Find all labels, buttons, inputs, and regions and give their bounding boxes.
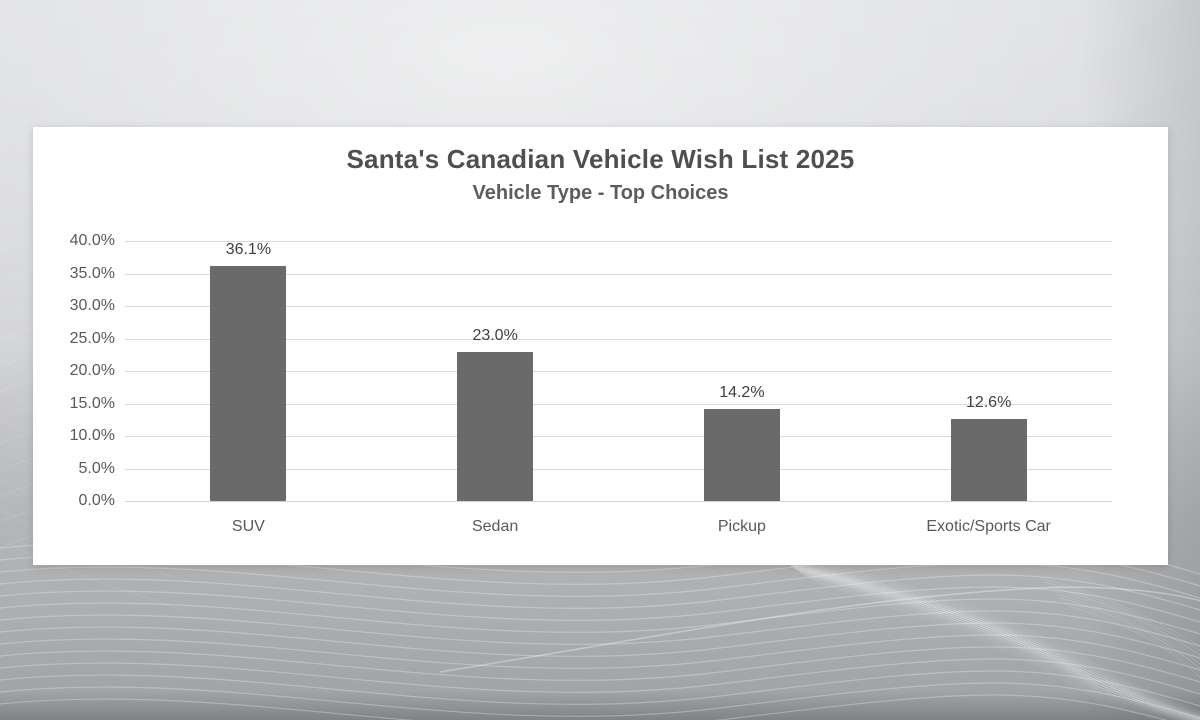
wave-line — [772, 553, 1200, 713]
wave-line — [0, 622, 1200, 659]
gridline — [125, 468, 1112, 470]
wave-line — [0, 694, 1168, 720]
bar-value-label: 12.6% — [965, 394, 1012, 412]
wave-line — [1051, 589, 1200, 661]
y-tick-label: 0.0% — [78, 492, 115, 509]
gridline — [125, 338, 1112, 340]
wave-line — [1067, 605, 1200, 678]
wave-line — [793, 567, 1199, 720]
gridline — [125, 403, 1112, 405]
gridline — [125, 273, 1112, 275]
wave-line — [781, 559, 1200, 717]
gridline — [125, 241, 1112, 242]
wave-line — [1055, 593, 1200, 665]
wave-line — [814, 581, 1161, 720]
chart-subtitle: Vehicle Type - Top Choices — [472, 182, 729, 204]
wave-line — [0, 670, 1200, 707]
wave-line — [1059, 597, 1200, 670]
chart-title: Santa's Canadian Vehicle Wish List 2025 — [346, 144, 855, 174]
wave-line — [802, 573, 1183, 720]
wave-line — [787, 563, 1200, 720]
wave-line — [811, 579, 1167, 720]
wave-line — [1063, 601, 1200, 674]
wave-line — [0, 574, 1200, 611]
wave-line — [0, 598, 1200, 635]
wave-line — [796, 569, 1194, 720]
y-tick-label: 25.0% — [69, 329, 115, 347]
x-axis-line — [125, 501, 1112, 502]
wave-line — [439, 586, 1200, 673]
x-axis-label: Exotic/Sports Car — [926, 518, 1051, 535]
wave-line — [0, 646, 1200, 683]
x-axis-label: Sedan — [471, 518, 519, 535]
bar-sedan — [457, 351, 534, 501]
y-tick-label: 30.0% — [69, 297, 115, 314]
plot-area — [125, 241, 1112, 502]
wave-line — [0, 658, 1200, 695]
chart-card: Santa's Canadian Vehicle Wish List 2025 … — [33, 127, 1168, 565]
wave-line — [0, 562, 1200, 599]
bar-exotic-sports-car — [950, 419, 1027, 501]
y-tick-label: 5.0% — [78, 459, 115, 477]
y-tick-label: 10.0% — [69, 427, 115, 444]
wave-line — [778, 557, 1200, 716]
y-tick-label: 35.0% — [69, 264, 115, 282]
gridline — [125, 371, 1112, 372]
y-tick-label: 20.0% — [69, 362, 115, 379]
wave-line — [1043, 581, 1200, 652]
wave-line — [0, 634, 1200, 671]
x-axis-label: Pickup — [717, 518, 766, 535]
wave-line — [769, 551, 1200, 712]
y-tick-label: 40.0% — [69, 232, 115, 249]
wave-line — [0, 682, 1200, 719]
wave-line — [808, 577, 1172, 720]
bar-pickup — [703, 408, 780, 501]
wave-line — [1039, 577, 1200, 647]
wave-line — [790, 565, 1200, 720]
wave-line — [1047, 585, 1200, 656]
gridline — [125, 436, 1112, 437]
wave-line — [775, 555, 1200, 715]
bar-suv — [210, 266, 287, 501]
wave-line — [799, 571, 1188, 720]
y-tick-label: 15.0% — [69, 394, 115, 412]
wave-line — [805, 575, 1178, 720]
wave-line — [0, 610, 1200, 647]
wave-line — [784, 561, 1200, 718]
bar-value-label: 36.1% — [225, 241, 272, 259]
bar-value-label: 14.2% — [719, 383, 765, 401]
x-axis-label: SUV — [231, 518, 265, 535]
gridline — [125, 306, 1112, 307]
wave-line — [0, 586, 1200, 623]
bar-value-label: 23.0% — [472, 326, 518, 344]
